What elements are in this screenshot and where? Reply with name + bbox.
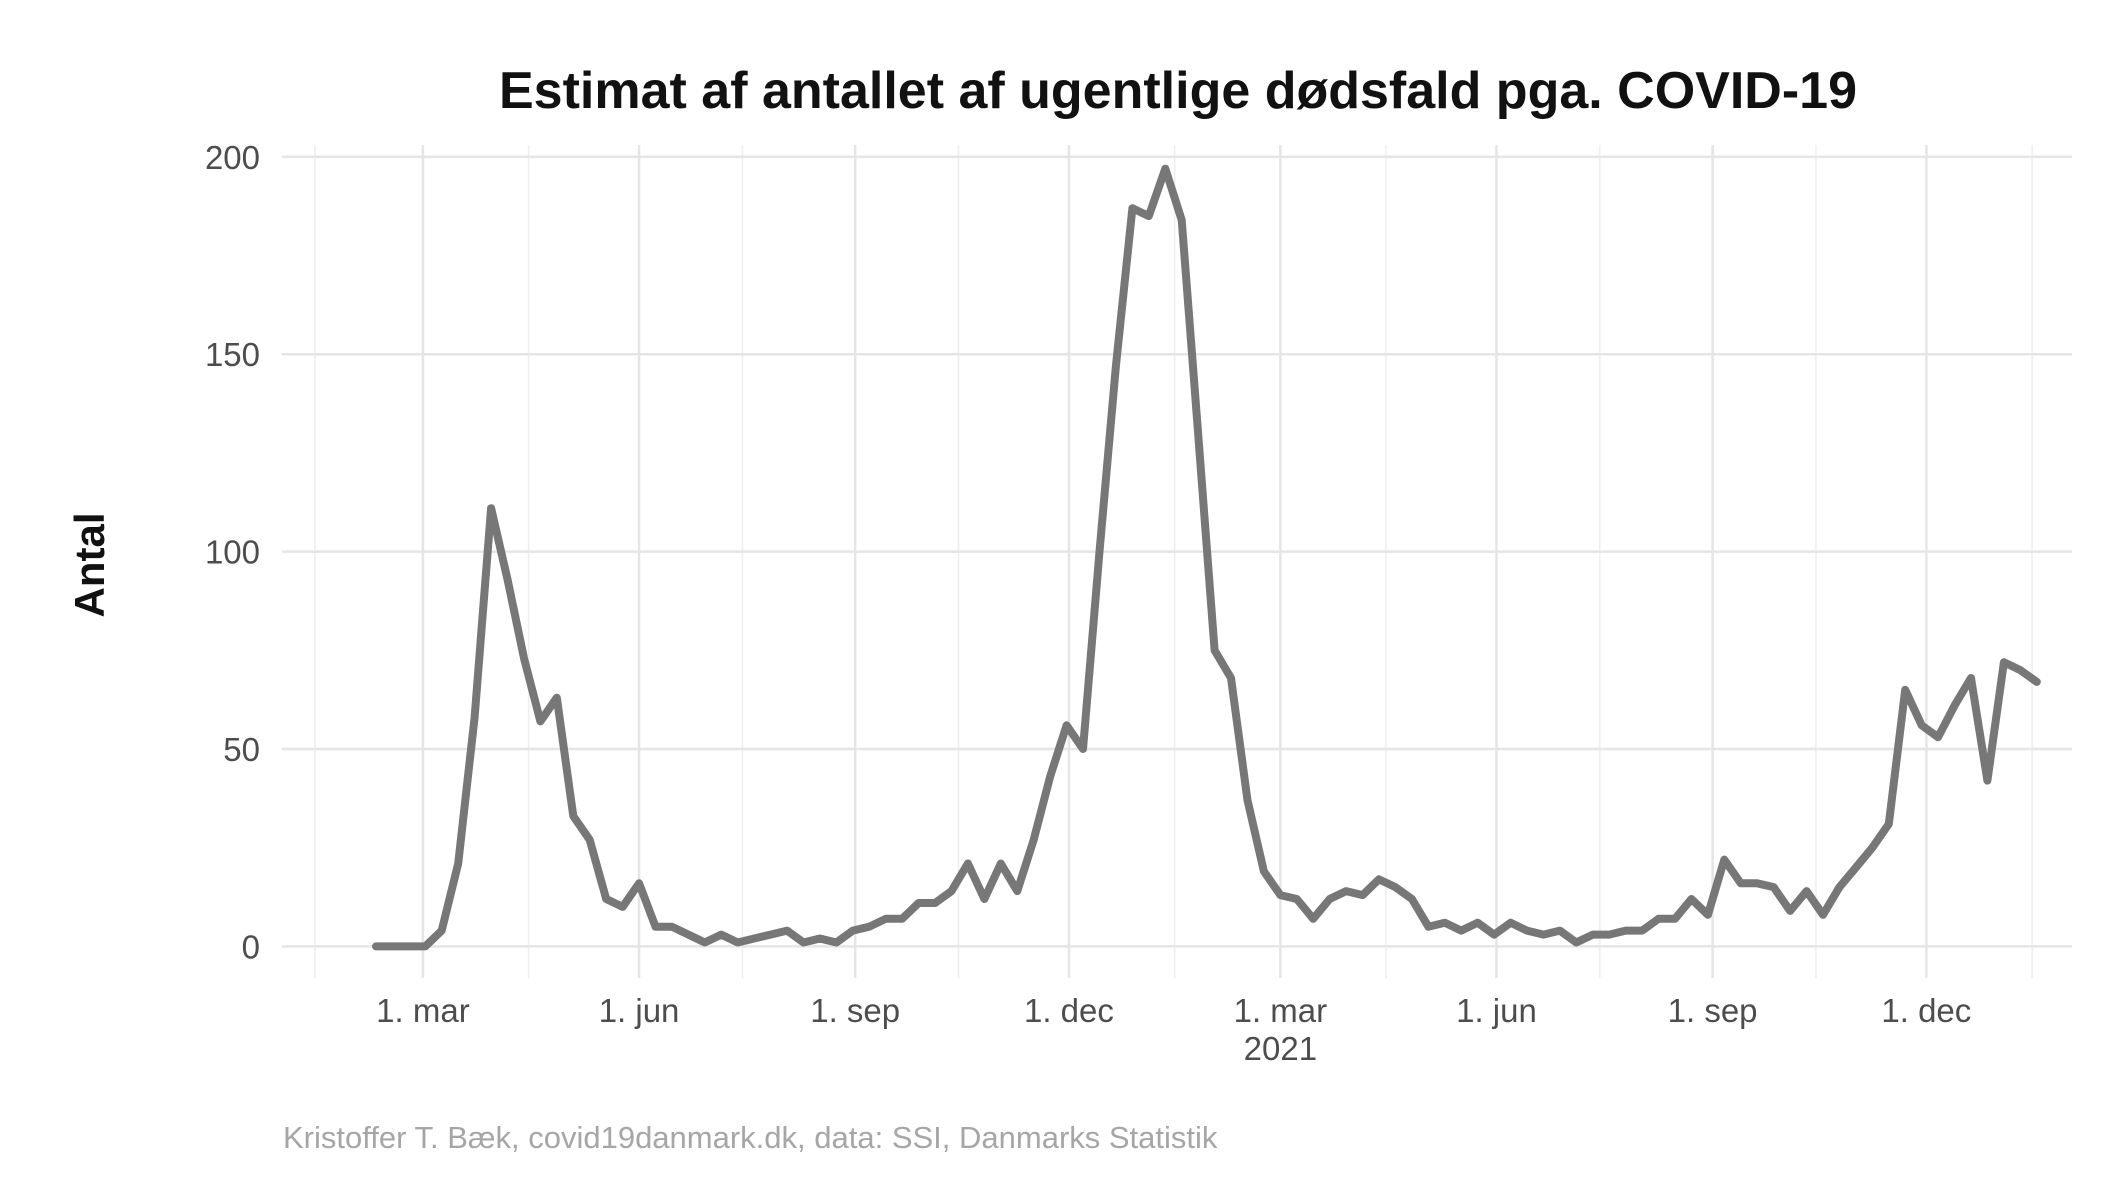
major-gridlines <box>282 145 2072 978</box>
y-tick-label: 200 <box>205 139 260 176</box>
x-tick-year-label: 2021 <box>1244 1030 1317 1067</box>
y-axis-label: Antal <box>66 513 113 618</box>
x-tick-label: 1. jun <box>599 992 680 1029</box>
x-tick-label: 1. sep <box>810 992 900 1029</box>
x-tick-label: 1. dec <box>1024 992 1114 1029</box>
chart-title: Estimat af antallet af ugentlige dødsfal… <box>499 62 1857 120</box>
x-tick-label: 1. mar <box>1234 992 1328 1029</box>
x-tick-label: 1. jun <box>1456 992 1537 1029</box>
y-tick-label: 150 <box>205 336 260 373</box>
x-tick-label: 1. dec <box>1881 992 1971 1029</box>
y-axis-ticks: 0 50 100 150 200 <box>205 139 260 966</box>
y-tick-label: 0 <box>242 928 260 965</box>
chart-caption: Kristoffer T. Bæk, covid19danmark.dk, da… <box>283 1120 1218 1155</box>
y-tick-label: 100 <box>205 534 260 571</box>
x-tick-label: 1. sep <box>1668 992 1758 1029</box>
minor-gridlines <box>314 145 2033 978</box>
deaths-series-line <box>372 164 2041 951</box>
y-tick-label: 50 <box>223 731 260 768</box>
x-tick-label: 1. mar <box>376 992 470 1029</box>
series-layer <box>372 164 2041 951</box>
